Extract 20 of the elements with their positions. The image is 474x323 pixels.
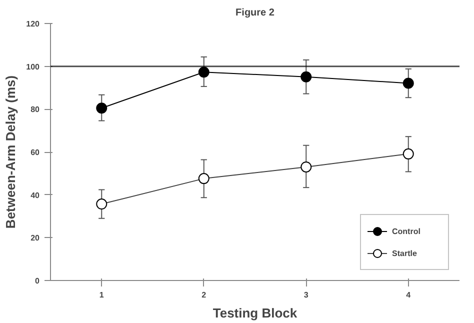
point [300,71,312,82]
x-tick-label: 1 [99,290,104,300]
legend-label: Startle [392,248,418,258]
y-tick-label: 20 [30,234,40,243]
chart-title: Figure 2 [236,8,275,18]
x-tick-label: 2 [202,290,207,300]
y-axis-title: Between-Arm Delay (ms) [3,75,18,229]
y-tick-label: 80 [30,105,40,114]
point [198,66,210,78]
point [96,102,108,114]
point [402,78,414,89]
x-tick-label: 3 [304,290,309,300]
y-tick-label: 40 [30,190,40,200]
y-tick-label: 100 [26,62,40,72]
x-axis-title: Testing Block [212,306,298,320]
y-tick-label: 60 [30,148,40,157]
y-tick-label: 120 [26,20,40,28]
y-tick-label: 0 [35,276,40,286]
legend-label: Control [392,226,422,236]
x-tick-label: 4 [406,290,412,300]
